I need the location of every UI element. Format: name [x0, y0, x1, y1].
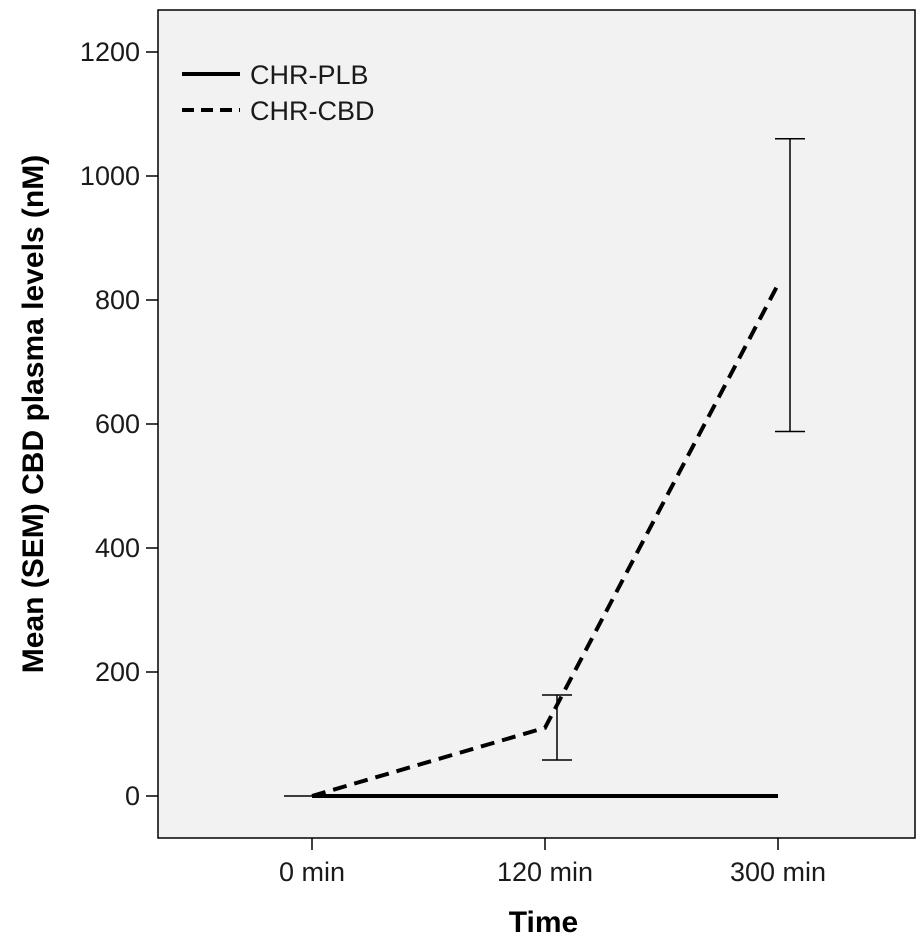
legend: CHR-PLB CHR-CBD — [182, 60, 375, 126]
y-tick-label: 200 — [95, 657, 140, 687]
x-axis-ticks: 0 min 120 min 300 min — [279, 838, 826, 887]
y-tick-label: 800 — [95, 285, 140, 315]
x-tick-label: 120 min — [497, 857, 593, 887]
y-tick-label: 0 — [125, 781, 140, 811]
legend-label: CHR-PLB — [250, 60, 369, 90]
x-tick-label: 0 min — [279, 857, 345, 887]
y-tick-label: 1200 — [80, 37, 140, 67]
series-line-chr-cbd — [311, 283, 780, 798]
series-lines — [311, 283, 780, 798]
y-tick-label: 1000 — [80, 161, 140, 191]
legend-label: CHR-CBD — [250, 96, 375, 126]
plot-area — [157, 9, 916, 839]
y-tick-label: 400 — [95, 533, 140, 563]
y-tick-label: 600 — [95, 409, 140, 439]
x-axis-title: Time — [509, 906, 578, 939]
x-tick-label: 300 min — [730, 857, 826, 887]
error-bar — [775, 138, 805, 433]
y-axis-ticks: 0 200 400 600 800 1000 1200 — [80, 37, 158, 811]
y-axis-title: Mean (SEM) CBD plasma levels (nM) — [17, 155, 50, 673]
